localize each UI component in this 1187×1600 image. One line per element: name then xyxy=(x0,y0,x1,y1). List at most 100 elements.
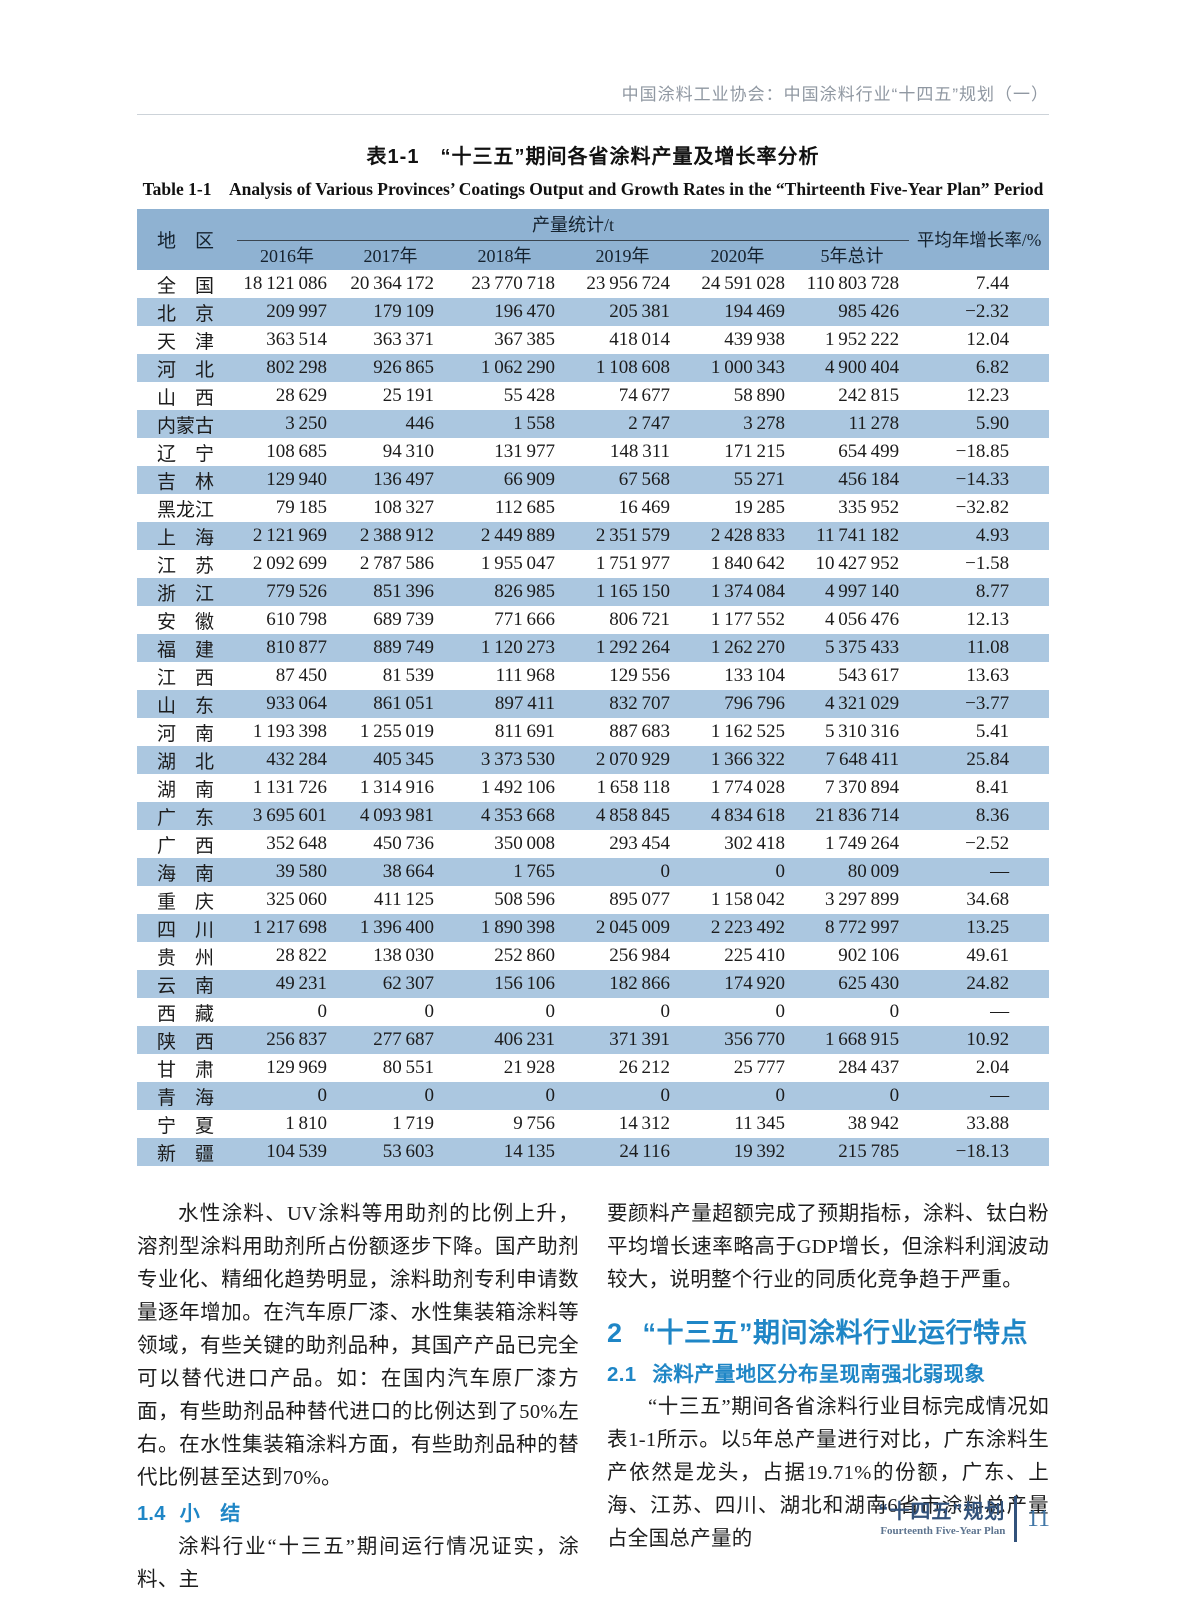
five-year-total-cell: 110 803 728 xyxy=(806,273,900,294)
output-value-cell: 832 707 xyxy=(609,693,670,714)
output-value-cell: 811 691 xyxy=(494,721,555,742)
output-value-cell: 689 739 xyxy=(373,609,434,630)
output-value-cell: 1 062 290 xyxy=(480,357,555,378)
growth-rate-cell: — xyxy=(990,1001,1010,1022)
growth-rate-cell: −18.85 xyxy=(955,441,1010,462)
table-title-zh: 表1-1 “十三五”期间各省涂料产量及增长率分析 xyxy=(366,146,820,168)
table-row: 吉 林 129 940 136 497 66 909 67 568 55 271 456 1… xyxy=(137,466,1050,494)
table-row: 广 西 352 648 450 736 350 008 293 454 302 418 1 … xyxy=(137,830,1049,858)
output-value-cell: 104 539 xyxy=(266,1141,327,1162)
output-value-cell: 2 787 586 xyxy=(359,553,434,574)
output-value-cell: 1 255 019 xyxy=(359,721,434,742)
five-year-total-cell: 1 668 915 xyxy=(824,1029,900,1050)
output-value-cell: 19 285 xyxy=(733,497,785,518)
output-value-cell: 55 271 xyxy=(733,469,785,490)
output-value-cell: 80 551 xyxy=(382,1057,434,1078)
output-value-cell: 14 135 xyxy=(503,1141,555,1162)
table-row: 青 海 0 0 0 0 0 0 — xyxy=(137,1082,1050,1110)
growth-rate-cell: 34.68 xyxy=(966,889,1010,910)
table-row: 福 建 810 877 889 749 1 120 273 1 292 264 1 262… xyxy=(137,634,1050,662)
output-value-cell: 779 526 xyxy=(266,581,327,602)
growth-rate-cell: 13.63 xyxy=(966,665,1010,686)
province-name-cell: 安 徽 xyxy=(157,611,215,633)
output-value-cell: 1 890 398 xyxy=(480,917,555,938)
five-year-total-cell: 625 430 xyxy=(838,973,900,994)
output-value-cell: 887 683 xyxy=(609,721,670,742)
output-value-cell: 58 890 xyxy=(733,385,785,406)
output-value-cell: 2 428 833 xyxy=(710,525,785,546)
output-value-cell: 179 109 xyxy=(373,301,434,322)
output-value-cell: 182 866 xyxy=(609,973,670,994)
output-value-cell: 11 345 xyxy=(734,1113,785,1134)
section-heading-1-4: 1.4 小 结 xyxy=(137,1498,579,1531)
output-value-cell: 2 092 699 xyxy=(252,553,327,574)
five-year-total-cell: 80 009 xyxy=(847,861,900,882)
growth-rate-cell: 7.44 xyxy=(975,273,1010,294)
output-value-cell: 62 307 xyxy=(382,973,434,994)
output-value-cell: 2 223 492 xyxy=(710,917,785,938)
growth-rate-cell: 24.82 xyxy=(966,973,1010,994)
table-title-en: Table 1-1 Analysis of Various Provinces’… xyxy=(142,179,1044,199)
output-value-cell: 79 185 xyxy=(275,497,327,518)
output-value-cell: 3 250 xyxy=(285,413,327,434)
output-value-cell: 1 165 150 xyxy=(595,581,670,602)
growth-rate-cell: 13.25 xyxy=(966,917,1010,938)
five-year-total-cell: 0 xyxy=(889,1085,900,1106)
left-text-column: 水性涂料、UV涂料等用助剂的比例上升，溶剂型涂料用助剂所占份额逐步下降。国产助剂… xyxy=(137,1198,579,1597)
output-value-cell: 256 837 xyxy=(266,1029,327,1050)
output-value-cell: 1 217 698 xyxy=(252,917,327,938)
table-row: 安 徽 610 798 689 739 771 666 806 721 1 177 552… xyxy=(137,606,1049,634)
growth-rate-cell: 2.04 xyxy=(975,1057,1010,1078)
table-row: 辽 宁 108 685 94 310 131 977 148 311 171 215 654… xyxy=(137,438,1049,466)
table-row: 北 京 209 997 179 109 196 470 205 381 194 469 98… xyxy=(137,298,1050,326)
table-row: 上 海 2 121 969 2 388 912 2 449 889 2 351 579 2… xyxy=(137,522,1050,550)
output-value-cell: 897 411 xyxy=(494,693,555,714)
growth-rate-cell: 6.82 xyxy=(975,357,1010,378)
output-value-cell: 0 xyxy=(545,1085,556,1106)
output-value-cell: 4 093 981 xyxy=(359,805,434,826)
output-value-cell: 1 131 726 xyxy=(252,777,327,798)
five-year-total-cell: 284 437 xyxy=(838,1057,900,1078)
output-value-cell: 3 373 530 xyxy=(480,749,555,770)
output-value-cell: 0 xyxy=(660,1001,671,1022)
year-header-cell: 2017年 xyxy=(337,240,444,270)
year-header-row: 2016年 2017年 2018年 2019年 2020年 5年总计 xyxy=(137,240,1049,270)
province-name-cell: 湖 北 xyxy=(157,751,215,773)
output-value-cell: 205 381 xyxy=(609,301,670,322)
growth-rate-cell: — xyxy=(990,861,1010,882)
growth-rate-cell: −18.13 xyxy=(955,1141,1010,1162)
five-year-total-cell: 7 370 894 xyxy=(824,777,900,798)
table-row: 西 藏 0 0 0 0 0 0 — xyxy=(137,998,1049,1026)
output-value-cell: 112 685 xyxy=(494,497,555,518)
province-name-cell: 云 南 xyxy=(157,975,215,997)
province-name-cell: 内蒙古 xyxy=(157,415,215,437)
output-value-cell: 0 xyxy=(660,861,671,882)
output-value-cell: 0 xyxy=(545,1001,556,1022)
output-value-cell: 49 231 xyxy=(275,973,327,994)
province-name-cell: 青 海 xyxy=(157,1087,215,1109)
province-name-cell: 广 西 xyxy=(157,835,215,857)
output-value-cell: 802 298 xyxy=(266,357,327,378)
growth-rate-cell: 11.08 xyxy=(967,637,1010,658)
table-row: 湖 南 1 131 726 1 314 916 1 492 106 1 658 118 1… xyxy=(137,774,1049,802)
table-row: 江 苏 2 092 699 2 787 586 1 955 047 1 751 977 1… xyxy=(137,550,1049,578)
table-row: 黑龙江 79 185 108 327 112 685 16 469 19 285 335 9… xyxy=(137,494,1049,522)
five-year-total-cell: 242 815 xyxy=(838,385,900,406)
output-value-cell: 87 450 xyxy=(275,665,327,686)
five-year-total-cell: 11 278 xyxy=(848,413,900,434)
output-value-cell: 1 262 270 xyxy=(710,637,785,658)
output-value-cell: 19 392 xyxy=(733,1141,785,1162)
five-year-total-cell: 38 942 xyxy=(847,1113,900,1134)
growth-rate-cell: −2.52 xyxy=(965,833,1010,854)
output-value-cell: 194 469 xyxy=(724,301,785,322)
growth-rate-cell: −32.82 xyxy=(955,497,1010,518)
output-value-cell: 66 909 xyxy=(503,469,555,490)
output-value-cell: 171 215 xyxy=(724,441,785,462)
growth-rate-cell: 8.36 xyxy=(975,805,1010,826)
growth-rate-cell: 25.84 xyxy=(966,749,1010,770)
province-name-cell: 湖 南 xyxy=(157,779,215,801)
output-value-cell: 133 104 xyxy=(724,665,785,686)
output-value-cell: 24 591 028 xyxy=(701,273,785,294)
output-value-cell: 325 060 xyxy=(266,889,327,910)
section-title: 涂料产量地区分布呈现南强北弱现象 xyxy=(652,1363,986,1386)
